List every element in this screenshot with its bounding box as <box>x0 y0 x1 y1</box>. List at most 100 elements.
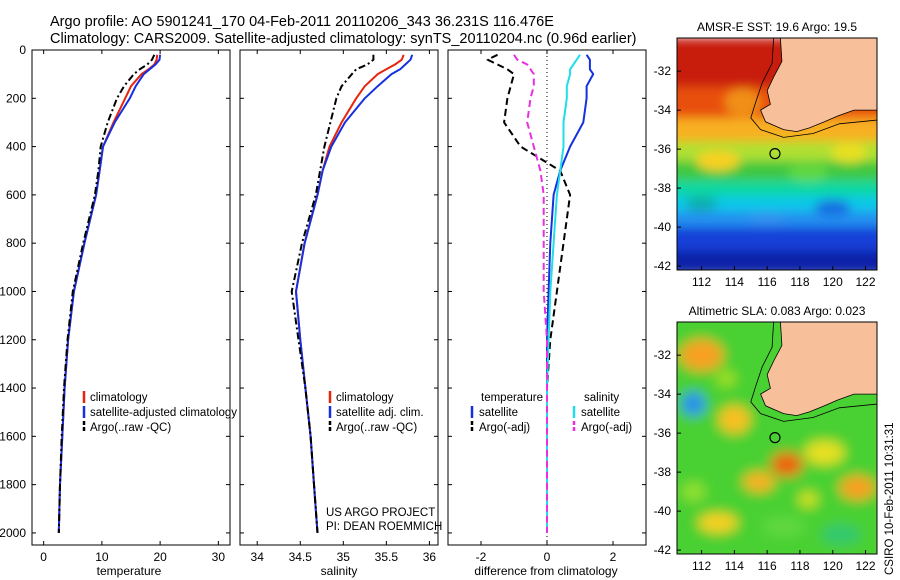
sst-map-panel: AMSR-E SST: 19.6 Argo: 19.5 112 114 116 118… <box>654 20 878 289</box>
sst-band <box>677 180 877 197</box>
sla-anomaly <box>839 475 876 500</box>
depth-contour <box>750 322 877 422</box>
sst-band <box>677 227 877 252</box>
map-x-tick-label: 118 <box>790 559 809 573</box>
sla-map-title: Altimetric SLA: 0.083 Argo: 0.023 <box>689 304 866 318</box>
sla-anomaly <box>804 440 845 465</box>
x-tick-label: 10 <box>95 550 109 564</box>
y-tick-label: 1600 <box>0 429 26 443</box>
map-x-tick-label: 114 <box>725 559 744 573</box>
salinity-axes-frame <box>239 49 439 546</box>
map-x-tick-label: 112 <box>692 275 711 289</box>
map-plot-area <box>677 322 877 554</box>
y-tick-label: 800 <box>6 236 26 250</box>
map-x-tick-label: 122 <box>856 559 876 573</box>
temperature-profile-panel: temperature 0 10 20 30 0 200 400 600 800 1000 1200… <box>0 43 237 578</box>
profile-line-satellite-adj-clim- <box>295 54 414 533</box>
legend-label: Argo(..raw -QC) <box>90 422 171 434</box>
map-frame <box>676 321 878 555</box>
sst-eddy <box>747 212 788 227</box>
salinity-xlabel: salinity <box>321 564 358 578</box>
x-tick-label: 0 <box>40 550 47 564</box>
x-tick-label: 35 <box>337 550 351 564</box>
csiro-timestamp: CSIRO 10-Feb-2011 10:31:31 <box>884 422 896 575</box>
x-tick-label: 0 <box>544 550 551 564</box>
difference-profile-panel: difference from climatology -2 0 2 temperat… <box>447 49 647 578</box>
map-y-tick-label: -36 <box>654 142 672 156</box>
y-tick-label: 1200 <box>0 333 26 347</box>
sla-anomaly <box>697 512 738 533</box>
legend-label: climatology <box>336 392 394 404</box>
map-x-tick-label: 114 <box>725 275 744 289</box>
x-tick-label: 20 <box>153 550 167 564</box>
sla-anomaly <box>681 481 706 502</box>
y-tick-label: 1800 <box>0 478 26 492</box>
profile-line-argo-adj- <box>486 53 572 533</box>
x-tick-label: 2 <box>610 550 617 564</box>
profile-line-satellite <box>546 54 595 533</box>
map-y-tick-label: -34 <box>654 103 672 117</box>
x-tick-label: 34.5 <box>289 550 313 564</box>
x-tick-label: 35.5 <box>375 550 399 564</box>
legend-label: Argo(-adj) <box>581 422 632 434</box>
sst-eddy <box>831 143 868 164</box>
salinity-profile-panel: salinity US ARGO PROJECT PI: DEAN ROEMMI… <box>239 49 442 578</box>
map-y-tick-label: -40 <box>654 220 672 234</box>
x-tick-label: -2 <box>476 550 487 564</box>
y-tick-label: 400 <box>6 140 26 154</box>
sst-eddy <box>724 88 761 117</box>
legend-label: Argo(..raw -QC) <box>336 422 417 434</box>
legend-group-title: salinity <box>584 392 619 404</box>
map-plot-area <box>677 38 877 270</box>
map-x-tick-label: 116 <box>758 559 777 573</box>
x-tick-label: 36 <box>423 550 437 564</box>
y-tick-label: 2000 <box>0 526 26 540</box>
profile-line-argo-raw-qc- <box>57 54 156 533</box>
profile-line-argo-raw-qc- <box>290 54 375 533</box>
map-y-tick-label: -32 <box>654 348 672 362</box>
map-y-tick-label: -42 <box>654 543 672 557</box>
sst-eddy <box>788 163 829 182</box>
y-tick-label: 0 <box>19 43 26 57</box>
map-y-tick-label: -38 <box>654 465 672 479</box>
sst-band <box>677 250 877 270</box>
figure-title-line2: Climatology: CARS2009. Satellite-adjuste… <box>50 31 637 47</box>
map-y-tick-label: -38 <box>654 181 672 195</box>
map-x-tick-label: 122 <box>856 275 876 289</box>
figure-title-line1: Argo profile: AO 5901241_170 04-Feb-2011… <box>50 14 554 30</box>
difference-xlabel: difference from climatology <box>474 564 617 578</box>
sla-anomaly <box>820 524 861 545</box>
sla-anomaly <box>718 405 751 434</box>
sst-map-title: AMSR-E SST: 19.6 Argo: 19.5 <box>697 20 857 34</box>
map-x-tick-label: 120 <box>823 275 843 289</box>
sst-eddy <box>814 199 851 216</box>
map-y-tick-label: -32 <box>654 64 672 78</box>
x-tick-label: 34 <box>251 550 265 564</box>
sla-anomaly <box>681 391 706 416</box>
coastline <box>760 38 877 133</box>
sla-anomaly <box>798 491 819 508</box>
sla-map-panel: Altimetric SLA: 0.083 Argo: 0.023 112 114… <box>654 304 878 573</box>
y-tick-label: 1400 <box>0 381 26 395</box>
temperature-xlabel: temperature <box>97 564 162 578</box>
ocean-color-field <box>677 322 877 554</box>
map-x-tick-label: 116 <box>758 275 777 289</box>
sst-eddy <box>695 150 740 171</box>
profile-line-satellite-adjusted-climatology <box>57 54 162 533</box>
legend-label: Argo(-adj) <box>479 422 530 434</box>
map-x-tick-label: 112 <box>692 559 711 573</box>
legend-label: climatology <box>90 392 148 404</box>
profile-line-satellite <box>546 54 581 533</box>
map-x-tick-label: 120 <box>823 559 843 573</box>
map-y-tick-label: -42 <box>654 259 672 273</box>
sla-anomaly <box>770 452 803 477</box>
profile-line-argo-adj- <box>513 54 548 533</box>
legend-label: satellite <box>479 407 518 419</box>
y-tick-label: 1000 <box>0 284 26 298</box>
map-y-tick-label: -36 <box>654 426 672 440</box>
argo-float-marker <box>769 148 781 160</box>
project-credit-line1: US ARGO PROJECT <box>326 507 435 519</box>
land-mass <box>760 38 877 132</box>
land-mass <box>760 322 877 416</box>
